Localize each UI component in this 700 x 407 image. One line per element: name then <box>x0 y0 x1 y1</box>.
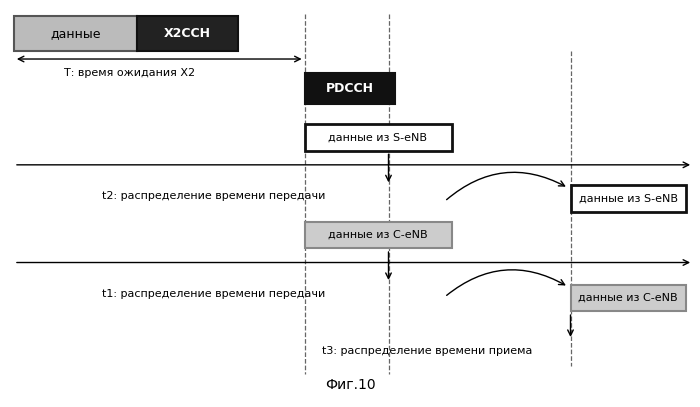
Text: X2CCH: X2CCH <box>164 27 211 40</box>
Bar <box>570 285 686 311</box>
Text: Фиг.10: Фиг.10 <box>325 378 375 392</box>
Text: Т: время ожидания X2: Т: время ожидания X2 <box>64 68 195 78</box>
Text: t3: распределение времени приема: t3: распределение времени приема <box>322 346 533 356</box>
Bar <box>304 124 452 151</box>
Bar <box>570 185 686 212</box>
Text: t1: распределение времени передачи: t1: распределение времени передачи <box>102 289 325 299</box>
Text: PDCCH: PDCCH <box>326 82 374 95</box>
Bar <box>136 16 238 51</box>
Bar <box>14 16 136 51</box>
Text: данные из S-eNB: данные из S-eNB <box>579 193 678 204</box>
Text: данные: данные <box>50 27 101 40</box>
Text: данные из S-eNB: данные из S-eNB <box>328 132 428 142</box>
Text: данные из C-eNB: данные из C-eNB <box>328 230 428 240</box>
Text: данные из C-eNB: данные из C-eNB <box>578 293 678 303</box>
Bar <box>304 222 452 248</box>
Bar <box>304 73 395 104</box>
Text: t2: распределение времени передачи: t2: распределение времени передачи <box>102 191 325 201</box>
